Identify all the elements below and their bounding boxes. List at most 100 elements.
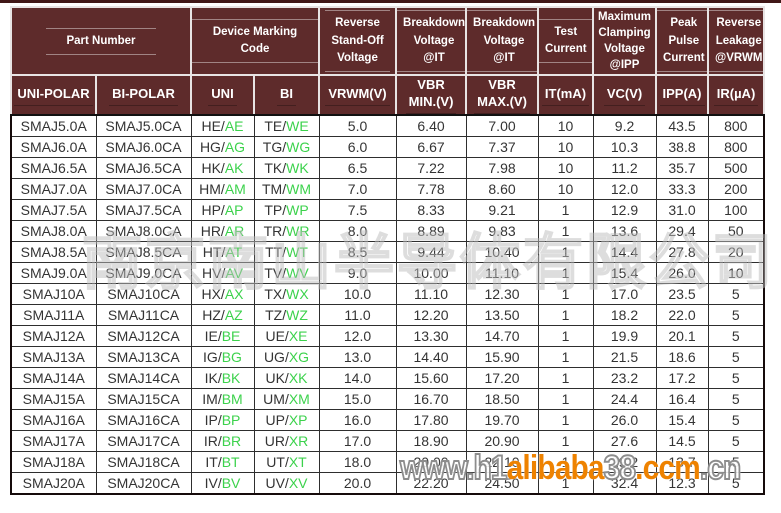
ir-cell: 200	[707, 178, 765, 201]
marking-bi-cell: TR/WR	[253, 220, 320, 243]
marking-code-suffix: AM	[224, 181, 246, 198]
marking-code-prefix: HM/	[199, 181, 225, 198]
table-row: SMAJ7.0A SMAJ7.0CA HM/AM TM/WM 7.0 7.78 8.60 10…	[10, 178, 765, 201]
vbr-min-cell: 14.40	[395, 346, 467, 369]
vbr-max-cell: 14.70	[465, 325, 539, 348]
marking-code-suffix: WX	[286, 286, 309, 303]
part-uni-cell: SMAJ17A	[10, 430, 97, 453]
ir-cell: 5	[707, 304, 765, 327]
column-header: VBR MAX.(V)	[465, 74, 540, 117]
marking-uni-cell: HK/AK	[190, 157, 255, 180]
it-cell: 1	[537, 283, 594, 306]
marking-code-prefix: UT/	[266, 454, 289, 471]
marking-bi-cell: TZ/WZ	[253, 304, 320, 327]
vrwm-cell: 13.0	[318, 346, 397, 369]
marking-code-suffix: XP	[288, 412, 308, 429]
group-header: Breakdown Voltage @IT	[395, 5, 468, 77]
vbr-min-cell: 12.20	[395, 304, 467, 327]
marking-uni-cell: IT/BT	[190, 451, 255, 474]
vbr-min-cell: 22.20	[395, 472, 467, 495]
marking-code-prefix: HG/	[199, 139, 225, 156]
ir-cell: 5	[707, 430, 765, 453]
group-header-label: Reverse Stand-Off Voltage	[325, 10, 390, 73]
table-row: SMAJ11A SMAJ11CA HZ/AZ TZ/WZ 11.0 12.20 13.50 1…	[10, 304, 765, 327]
table-row: SMAJ14A SMAJ14CA IK/BK UK/XK 14.0 15.60 17.20 1…	[10, 367, 765, 390]
table-row: SMAJ13A SMAJ13CA IG/BG UG/XG 13.0 14.40 15.90 1…	[10, 346, 765, 369]
marking-uni-cell: IP/BP	[190, 409, 255, 432]
part-uni-cell: SMAJ10A	[10, 283, 97, 306]
marking-code-suffix: XE	[288, 328, 308, 345]
ipp-cell: 38.8	[655, 136, 709, 159]
part-bi-cell: SMAJ16CA	[95, 409, 192, 432]
part-bi-cell: SMAJ6.5CA	[95, 157, 192, 180]
marking-code-prefix: UG/	[263, 349, 289, 366]
marking-code-suffix: BT	[221, 454, 240, 471]
group-header-label: Breakdown Voltage @IT	[468, 10, 537, 73]
marking-code-prefix: HR/	[200, 223, 225, 240]
part-uni-cell: SMAJ20A	[10, 472, 97, 495]
ir-cell: 20	[707, 241, 765, 264]
vbr-min-cell: 10.00	[395, 262, 467, 285]
marking-code-prefix: IG/	[203, 349, 222, 366]
it-cell: 1	[537, 304, 594, 327]
part-uni-cell: SMAJ6.5A	[10, 157, 97, 180]
part-uni-cell: SMAJ11A	[10, 304, 97, 327]
group-header-label: Device Marking Code	[193, 18, 318, 64]
vrwm-cell: 6.0	[318, 136, 397, 159]
ir-cell: 50	[707, 220, 765, 243]
vrwm-cell: 10.0	[318, 283, 397, 306]
marking-uni-cell: HM/AM	[190, 178, 255, 201]
marking-code-prefix: HV/	[202, 265, 226, 282]
marking-code-prefix: HP/	[201, 202, 225, 219]
marking-uni-cell: HZ/AZ	[190, 304, 255, 327]
it-cell: 1	[537, 241, 594, 264]
it-cell: 1	[537, 220, 594, 243]
ipp-cell: 23.5	[655, 283, 709, 306]
marking-uni-cell: HV/AV	[190, 262, 255, 285]
it-cell: 10	[537, 178, 594, 201]
table-row: SMAJ5.0A SMAJ5.0CA HE/AE TE/WE 5.0 6.40 7.00 10…	[10, 114, 765, 138]
vc-cell: 12.9	[592, 199, 657, 222]
spec-table-body: SMAJ5.0A SMAJ5.0CA HE/AE TE/WE 5.0 6.40 7.00 10…	[10, 114, 765, 495]
marking-bi-cell: UT/XT	[253, 451, 320, 474]
marking-code-suffix: XV	[288, 475, 308, 492]
vbr-min-cell: 17.80	[395, 409, 467, 432]
vrwm-cell: 12.0	[318, 325, 397, 348]
vbr-max-cell: 8.60	[465, 178, 539, 201]
vc-cell: 21.5	[592, 346, 657, 369]
marking-code-suffix: XM	[288, 391, 310, 408]
table-row: SMAJ8.5A SMAJ8.5CA HT/AT TT/WT 8.5 9.44 10.40 1…	[10, 241, 765, 264]
marking-uni-cell: IG/BG	[190, 346, 255, 369]
ipp-cell: 16.4	[655, 388, 709, 411]
marking-code-prefix: IE/	[204, 328, 222, 345]
marking-code-suffix: AE	[224, 118, 244, 135]
vrwm-cell: 15.0	[318, 388, 397, 411]
ipp-cell: 15.4	[655, 409, 709, 432]
vbr-min-cell: 7.78	[395, 178, 467, 201]
vc-cell: 15.4	[592, 262, 657, 285]
group-header: Reverse Leakage @VRWM	[707, 5, 766, 77]
marking-bi-cell: TE/WE	[253, 114, 320, 138]
marking-bi-cell: UM/XM	[253, 388, 320, 411]
marking-bi-cell: UP/XP	[253, 409, 320, 432]
table-row: SMAJ8.0A SMAJ8.0CA HR/AR TR/WR 8.0 8.89 9.83 1 1…	[10, 220, 765, 243]
marking-code-prefix: TR/	[263, 223, 287, 240]
vc-cell: 12.0	[592, 178, 657, 201]
vc-cell: 14.4	[592, 241, 657, 264]
marking-code-suffix: AX	[224, 286, 244, 303]
table-row: SMAJ6.5A SMAJ6.5CA HK/AK TK/WK 6.5 7.22 7.98 10…	[10, 157, 765, 180]
vbr-min-cell: 8.33	[395, 199, 467, 222]
marking-uni-cell: IM/BM	[190, 388, 255, 411]
vbr-min-cell: 6.67	[395, 136, 467, 159]
marking-bi-cell: TX/WX	[253, 283, 320, 306]
spec-table: Part Number Device Marking Code Reverse St…	[10, 5, 766, 496]
column-header-label: UNI-POLAR	[14, 85, 93, 106]
column-header-label: BI-POLAR	[109, 85, 178, 106]
ir-cell: 500	[707, 157, 765, 180]
part-bi-cell: SMAJ9.0CA	[95, 262, 192, 285]
it-cell: 10	[537, 136, 594, 159]
vc-cell: 29.2	[592, 451, 657, 474]
vrwm-cell: 18.0	[318, 451, 397, 474]
part-uni-cell: SMAJ7.5A	[10, 199, 97, 222]
ir-cell: 5	[707, 367, 765, 390]
